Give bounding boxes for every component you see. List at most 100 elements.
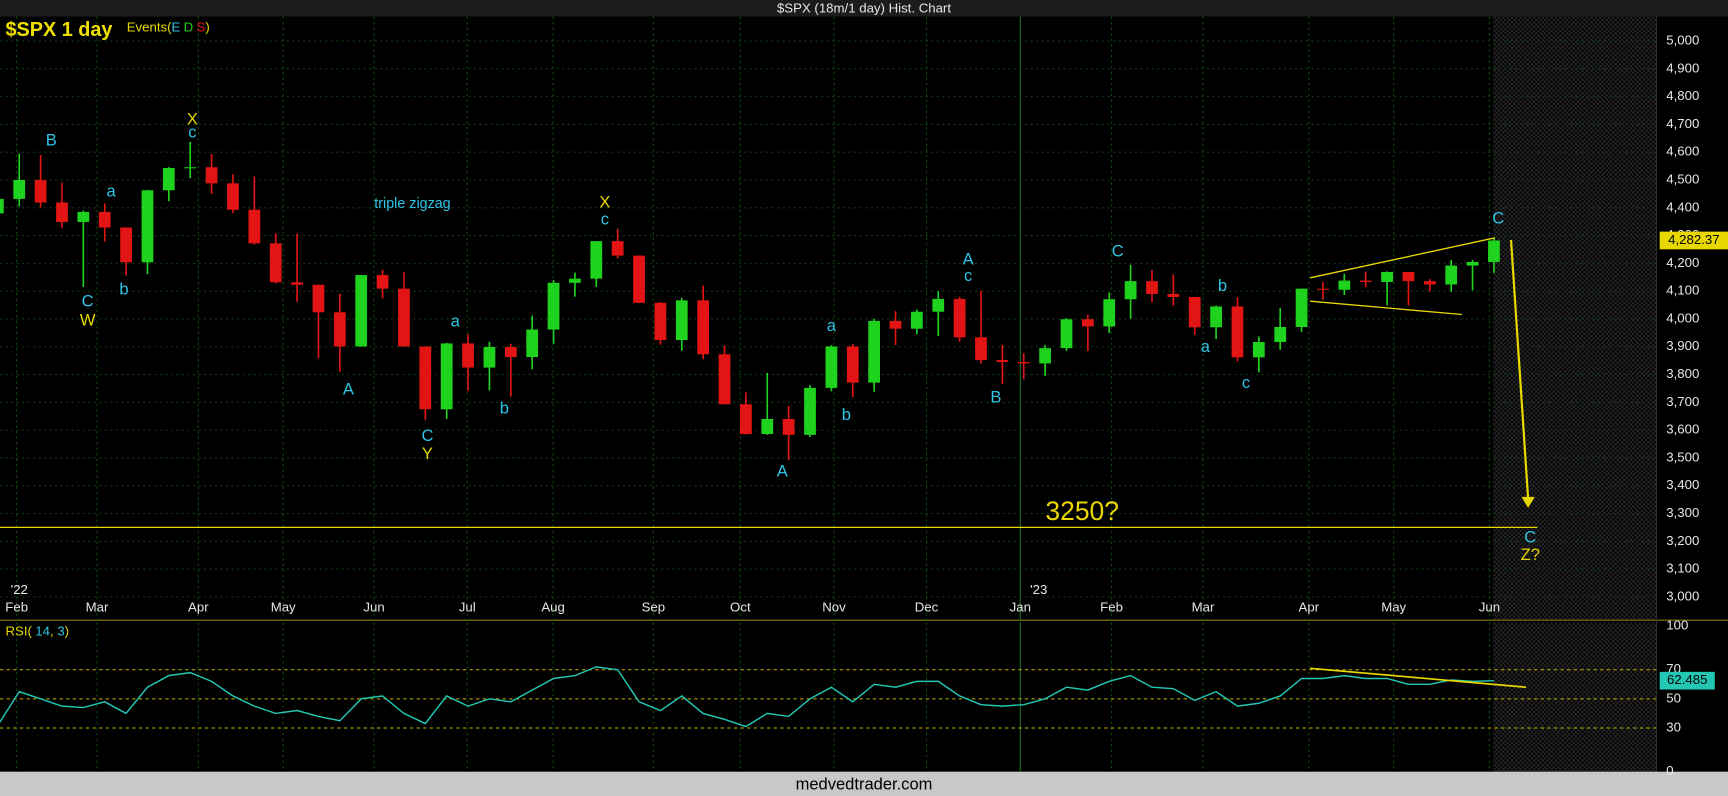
- wave-label: X: [187, 109, 198, 128]
- y-tick-label: 4,200: [1666, 255, 1699, 270]
- candle-body: [868, 320, 881, 383]
- wave-label: b: [1218, 276, 1227, 295]
- wave-label: A: [777, 462, 788, 481]
- candle-body: [569, 278, 581, 283]
- candle-body: [1488, 240, 1500, 262]
- candle-body: [0, 198, 4, 214]
- candle-body: [34, 179, 47, 203]
- y-tick-label: 3,700: [1666, 394, 1699, 409]
- candle-body: [1167, 293, 1180, 298]
- candle-body: [162, 168, 175, 191]
- candle-body: [333, 312, 346, 347]
- wave-label: B: [46, 130, 57, 149]
- y-tick-label: 4,000: [1666, 310, 1699, 325]
- x-tick-label: Mar: [86, 600, 109, 615]
- title-bar: [0, 0, 1728, 17]
- wave-label: C: [82, 292, 94, 311]
- candle-body: [483, 347, 496, 368]
- candle-body: [1445, 265, 1458, 285]
- rsi-tick-label: 50: [1666, 690, 1681, 705]
- year-label: '22: [11, 582, 28, 597]
- candle-body: [398, 288, 410, 347]
- x-tick-label: Jun: [1479, 600, 1500, 615]
- candle-body: [1210, 306, 1222, 328]
- candle-body: [1146, 281, 1158, 294]
- wave-label: c: [1242, 373, 1250, 392]
- candle-body: [1081, 319, 1094, 327]
- x-tick-label: Sep: [642, 600, 666, 615]
- candle-body: [590, 241, 603, 279]
- y-tick-label: 3,500: [1666, 449, 1699, 464]
- wave-label: a: [107, 182, 117, 201]
- candle-body: [504, 347, 517, 358]
- wave-label: b: [119, 279, 128, 298]
- candle-body: [440, 343, 453, 410]
- x-tick-label: Feb: [5, 600, 28, 615]
- candle-body: [526, 329, 539, 358]
- rsi-tick-label: 30: [1666, 719, 1681, 734]
- x-tick-label: Apr: [1299, 600, 1320, 615]
- y-tick-label: 3,100: [1666, 561, 1699, 576]
- candle-body: [1466, 261, 1479, 266]
- candle-body: [761, 419, 774, 435]
- target-label: 3250?: [1045, 496, 1119, 526]
- wave-label: A: [343, 379, 354, 398]
- events-suffix: ): [205, 19, 209, 34]
- candle-body: [1039, 348, 1051, 364]
- y-tick-label: 4,600: [1666, 144, 1699, 159]
- events-d: D: [184, 19, 194, 34]
- arrow-head: [1521, 496, 1535, 508]
- candle-body: [1017, 362, 1030, 364]
- rsi-value-tag: [1659, 671, 1715, 690]
- x-tick-label: Apr: [188, 600, 209, 615]
- y-tick-label: 3,600: [1666, 422, 1699, 437]
- wave-label: b: [500, 398, 509, 417]
- candle-body: [1338, 280, 1351, 290]
- y-tick-label: 4,900: [1666, 60, 1699, 75]
- wave-label: b: [842, 405, 851, 424]
- candle-body: [291, 282, 303, 285]
- candle-body: [205, 167, 218, 184]
- wave-label: a: [451, 312, 461, 331]
- rsi-line: [0, 666, 1494, 728]
- candle-body: [846, 346, 859, 383]
- candle-body: [184, 167, 197, 169]
- candle-body: [13, 179, 26, 199]
- candle-body: [804, 387, 816, 435]
- wave-label: A: [963, 249, 974, 268]
- candle-body: [654, 302, 667, 341]
- wave-label: Y: [422, 444, 433, 463]
- x-tick-label: Feb: [1100, 600, 1123, 615]
- candle-body: [718, 354, 731, 405]
- candle-body: [269, 243, 282, 283]
- wave-label: triple zigzag: [374, 196, 450, 212]
- candle-body: [825, 346, 838, 388]
- events-prefix: Events(: [127, 19, 172, 34]
- y-tick-label: 4,700: [1666, 116, 1699, 131]
- candle-body: [932, 298, 945, 312]
- window-title: $SPX (18m/1 day) Hist. Chart: [777, 0, 951, 15]
- x-tick-label: Aug: [541, 600, 565, 615]
- last-price-label: 4,282.37: [1668, 232, 1719, 247]
- footer-bar: [0, 771, 1728, 796]
- wave-label: W: [80, 311, 96, 330]
- wave-label: c: [964, 266, 972, 285]
- candle-body: [1188, 297, 1201, 328]
- candle-body: [141, 190, 154, 263]
- rsi-suffix: ): [65, 623, 69, 638]
- x-tick-label: Jul: [459, 600, 476, 615]
- candle-body: [98, 211, 111, 228]
- rsi-tick-label: 100: [1666, 618, 1688, 633]
- candle-body: [77, 211, 90, 222]
- x-tick-label: Mar: [1192, 600, 1215, 615]
- future-area: [1493, 622, 1657, 772]
- candle-body: [1317, 288, 1329, 290]
- candle-body: [1295, 288, 1308, 328]
- x-tick-label: Oct: [730, 600, 751, 615]
- rsi-prefix: RSI(: [6, 623, 33, 638]
- wave-label: C: [1112, 242, 1124, 261]
- rsi-tick-label: 0: [1666, 763, 1673, 778]
- y-tick-label: 4,100: [1666, 283, 1699, 298]
- candle-body: [56, 202, 68, 222]
